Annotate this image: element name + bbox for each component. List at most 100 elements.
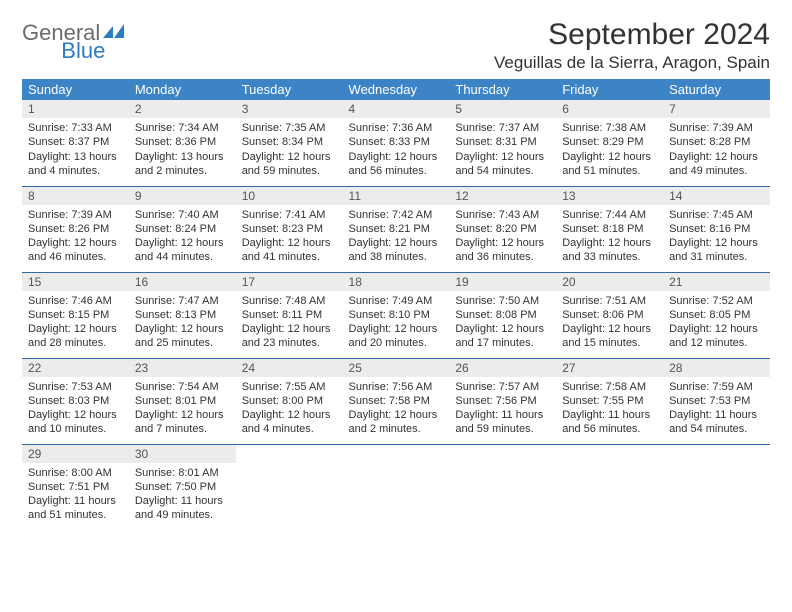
sunset-text: Sunset: 8:31 PM xyxy=(455,135,550,149)
sunset-text: Sunset: 8:13 PM xyxy=(135,308,230,322)
calendar-day-cell: 22Sunrise: 7:53 AMSunset: 8:03 PMDayligh… xyxy=(22,358,129,444)
sunset-text: Sunset: 8:28 PM xyxy=(669,135,764,149)
sunrise-text: Sunrise: 7:40 AM xyxy=(135,208,230,222)
daylight-text: Daylight: 12 hours and 31 minutes. xyxy=(669,236,764,265)
day-body: Sunrise: 7:58 AMSunset: 7:55 PMDaylight:… xyxy=(556,377,663,442)
sunset-text: Sunset: 8:16 PM xyxy=(669,222,764,236)
day-number: 26 xyxy=(449,359,556,377)
calendar-day-cell: 24Sunrise: 7:55 AMSunset: 8:00 PMDayligh… xyxy=(236,358,343,444)
calendar-week-row: 15Sunrise: 7:46 AMSunset: 8:15 PMDayligh… xyxy=(22,272,770,358)
daylight-text: Daylight: 12 hours and 20 minutes. xyxy=(349,322,444,351)
day-body: Sunrise: 8:01 AMSunset: 7:50 PMDaylight:… xyxy=(129,463,236,528)
day-number: 9 xyxy=(129,187,236,205)
calendar-day-cell: 12Sunrise: 7:43 AMSunset: 8:20 PMDayligh… xyxy=(449,186,556,272)
calendar-day-cell: 1Sunrise: 7:33 AMSunset: 8:37 PMDaylight… xyxy=(22,100,129,186)
sunset-text: Sunset: 8:06 PM xyxy=(562,308,657,322)
day-body: Sunrise: 7:37 AMSunset: 8:31 PMDaylight:… xyxy=(449,118,556,183)
day-body: Sunrise: 7:40 AMSunset: 8:24 PMDaylight:… xyxy=(129,205,236,270)
sunrise-text: Sunrise: 7:34 AM xyxy=(135,121,230,135)
sunrise-text: Sunrise: 7:39 AM xyxy=(28,208,123,222)
sunset-text: Sunset: 8:03 PM xyxy=(28,394,123,408)
day-body: Sunrise: 7:54 AMSunset: 8:01 PMDaylight:… xyxy=(129,377,236,442)
day-body: Sunrise: 7:43 AMSunset: 8:20 PMDaylight:… xyxy=(449,205,556,270)
day-number: 28 xyxy=(663,359,770,377)
sunrise-text: Sunrise: 7:41 AM xyxy=(242,208,337,222)
calendar-day-cell: 21Sunrise: 7:52 AMSunset: 8:05 PMDayligh… xyxy=(663,272,770,358)
day-body: Sunrise: 7:57 AMSunset: 7:56 PMDaylight:… xyxy=(449,377,556,442)
calendar-day-cell: 26Sunrise: 7:57 AMSunset: 7:56 PMDayligh… xyxy=(449,358,556,444)
day-number: 10 xyxy=(236,187,343,205)
sunset-text: Sunset: 8:33 PM xyxy=(349,135,444,149)
weekday-header: Friday xyxy=(556,79,663,100)
sunrise-text: Sunrise: 7:48 AM xyxy=(242,294,337,308)
daylight-text: Daylight: 12 hours and 51 minutes. xyxy=(562,150,657,179)
day-number: 22 xyxy=(22,359,129,377)
sunrise-text: Sunrise: 7:43 AM xyxy=(455,208,550,222)
day-body: Sunrise: 8:00 AMSunset: 7:51 PMDaylight:… xyxy=(22,463,129,528)
calendar-day-cell: 5Sunrise: 7:37 AMSunset: 8:31 PMDaylight… xyxy=(449,100,556,186)
sunset-text: Sunset: 8:37 PM xyxy=(28,135,123,149)
daylight-text: Daylight: 12 hours and 54 minutes. xyxy=(455,150,550,179)
daylight-text: Daylight: 12 hours and 12 minutes. xyxy=(669,322,764,351)
calendar-day-cell: 28Sunrise: 7:59 AMSunset: 7:53 PMDayligh… xyxy=(663,358,770,444)
sunrise-text: Sunrise: 7:52 AM xyxy=(669,294,764,308)
sunrise-text: Sunrise: 7:51 AM xyxy=(562,294,657,308)
calendar-day-cell xyxy=(343,444,450,530)
daylight-text: Daylight: 12 hours and 2 minutes. xyxy=(349,408,444,437)
daylight-text: Daylight: 12 hours and 41 minutes. xyxy=(242,236,337,265)
sunset-text: Sunset: 8:01 PM xyxy=(135,394,230,408)
day-body: Sunrise: 7:38 AMSunset: 8:29 PMDaylight:… xyxy=(556,118,663,183)
sunrise-text: Sunrise: 7:35 AM xyxy=(242,121,337,135)
sunrise-text: Sunrise: 7:37 AM xyxy=(455,121,550,135)
day-number: 25 xyxy=(343,359,450,377)
day-number: 11 xyxy=(343,187,450,205)
day-body: Sunrise: 7:47 AMSunset: 8:13 PMDaylight:… xyxy=(129,291,236,356)
calendar-day-cell: 2Sunrise: 7:34 AMSunset: 8:36 PMDaylight… xyxy=(129,100,236,186)
day-body: Sunrise: 7:39 AMSunset: 8:28 PMDaylight:… xyxy=(663,118,770,183)
calendar-day-cell: 6Sunrise: 7:38 AMSunset: 8:29 PMDaylight… xyxy=(556,100,663,186)
sunset-text: Sunset: 8:15 PM xyxy=(28,308,123,322)
weekday-header: Monday xyxy=(129,79,236,100)
sunrise-text: Sunrise: 7:42 AM xyxy=(349,208,444,222)
sunset-text: Sunset: 8:11 PM xyxy=(242,308,337,322)
calendar-table: Sunday Monday Tuesday Wednesday Thursday… xyxy=(22,79,770,530)
day-body: Sunrise: 7:48 AMSunset: 8:11 PMDaylight:… xyxy=(236,291,343,356)
daylight-text: Daylight: 13 hours and 4 minutes. xyxy=(28,150,123,179)
title-block: September 2024 Veguillas de la Sierra, A… xyxy=(494,18,770,73)
calendar-day-cell: 10 Sunrise: 7:41 AMSunset: 8:23 PMDayligh… xyxy=(236,186,343,272)
calendar-day-cell: 20Sunrise: 7:51 AMSunset: 8:06 PMDayligh… xyxy=(556,272,663,358)
sunrise-text: Sunrise: 7:36 AM xyxy=(349,121,444,135)
calendar-day-cell: 16Sunrise: 7:47 AMSunset: 8:13 PMDayligh… xyxy=(129,272,236,358)
sunrise-text: Sunrise: 7:47 AM xyxy=(135,294,230,308)
day-body: Sunrise: 7:42 AMSunset: 8:21 PMDaylight:… xyxy=(343,205,450,270)
sunrise-text: Sunrise: 7:45 AM xyxy=(669,208,764,222)
sunrise-text: Sunrise: 7:56 AM xyxy=(349,380,444,394)
day-body: Sunrise: 7:45 AMSunset: 8:16 PMDaylight:… xyxy=(663,205,770,270)
calendar-day-cell: 30Sunrise: 8:01 AMSunset: 7:50 PMDayligh… xyxy=(129,444,236,530)
sunrise-text: Sunrise: 7:44 AM xyxy=(562,208,657,222)
calendar-day-cell: 19Sunrise: 7:50 AMSunset: 8:08 PMDayligh… xyxy=(449,272,556,358)
sunset-text: Sunset: 7:53 PM xyxy=(669,394,764,408)
calendar-day-cell: 8Sunrise: 7:39 AMSunset: 8:26 PMDaylight… xyxy=(22,186,129,272)
sunset-text: Sunset: 8:24 PM xyxy=(135,222,230,236)
sunset-text: Sunset: 7:50 PM xyxy=(135,480,230,494)
calendar-day-cell: 14Sunrise: 7:45 AMSunset: 8:16 PMDayligh… xyxy=(663,186,770,272)
day-body: Sunrise: 7:39 AMSunset: 8:26 PMDaylight:… xyxy=(22,205,129,270)
calendar-day-cell: 29Sunrise: 8:00 AMSunset: 7:51 PMDayligh… xyxy=(22,444,129,530)
day-number: 2 xyxy=(129,100,236,118)
daylight-text: Daylight: 11 hours and 54 minutes. xyxy=(669,408,764,437)
daylight-text: Daylight: 11 hours and 59 minutes. xyxy=(455,408,550,437)
sunrise-text: Sunrise: 7:39 AM xyxy=(669,121,764,135)
calendar-day-cell: 17Sunrise: 7:48 AMSunset: 8:11 PMDayligh… xyxy=(236,272,343,358)
day-body: Sunrise: 7:51 AMSunset: 8:06 PMDaylight:… xyxy=(556,291,663,356)
calendar-day-cell: 13Sunrise: 7:44 AMSunset: 8:18 PMDayligh… xyxy=(556,186,663,272)
daylight-text: Daylight: 12 hours and 15 minutes. xyxy=(562,322,657,351)
sunset-text: Sunset: 8:23 PM xyxy=(242,222,337,236)
day-number: 18 xyxy=(343,273,450,291)
day-number: 30 xyxy=(129,445,236,463)
weekday-header: Saturday xyxy=(663,79,770,100)
logo-mark-icon xyxy=(103,22,125,45)
sunrise-text: Sunrise: 7:46 AM xyxy=(28,294,123,308)
day-body: Sunrise: 7:44 AMSunset: 8:18 PMDaylight:… xyxy=(556,205,663,270)
sunset-text: Sunset: 8:36 PM xyxy=(135,135,230,149)
